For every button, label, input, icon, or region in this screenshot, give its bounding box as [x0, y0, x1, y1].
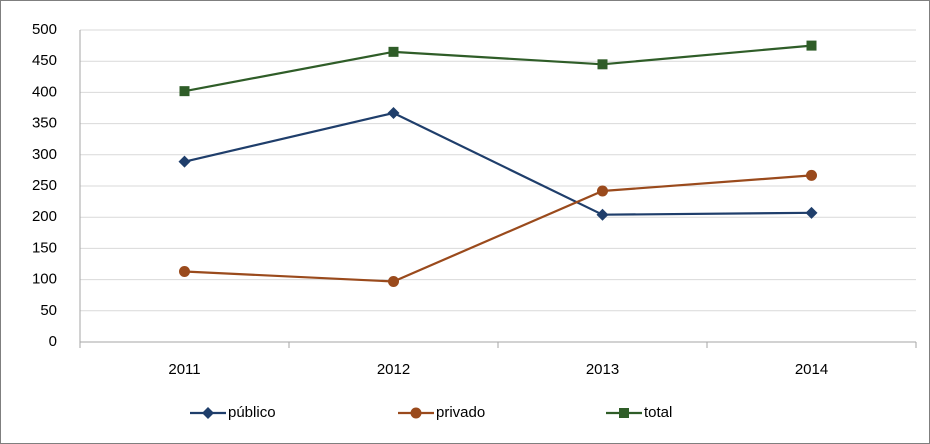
marker	[806, 169, 817, 181]
series-line	[184, 44, 812, 93]
y-tick-label: 350	[32, 115, 57, 132]
y-tick-label: 50	[40, 302, 57, 319]
marker	[410, 407, 422, 419]
x-tick-label: 2012	[377, 361, 410, 378]
marker	[387, 106, 400, 119]
marker	[597, 185, 608, 197]
y-tick-label: 0	[49, 333, 57, 350]
marker	[202, 407, 214, 419]
legend-label: total	[644, 404, 672, 421]
marker	[388, 275, 399, 287]
marker	[178, 155, 191, 168]
y-tick-label: 500	[32, 21, 57, 38]
series-line	[184, 174, 812, 283]
x-tick-label: 2014	[795, 361, 828, 378]
legend-label: público	[228, 404, 276, 421]
marker	[388, 46, 399, 57]
y-tick-label: 400	[32, 83, 57, 100]
series-line	[184, 111, 812, 216]
marker	[179, 86, 190, 97]
marker	[596, 208, 609, 221]
marker	[805, 206, 818, 219]
x-tick-label: 2013	[586, 361, 619, 378]
marker	[597, 59, 608, 70]
y-tick-label: 250	[32, 177, 57, 194]
y-tick-label: 100	[32, 271, 57, 288]
marker	[179, 265, 190, 277]
legend-label: privado	[436, 404, 485, 421]
marker	[806, 40, 817, 51]
y-tick-label: 450	[32, 52, 57, 69]
x-tick-label: 2011	[168, 361, 200, 378]
y-tick-label: 150	[32, 239, 57, 256]
marker	[619, 408, 629, 418]
y-tick-label: 200	[32, 208, 57, 225]
y-tick-label: 300	[32, 146, 57, 163]
